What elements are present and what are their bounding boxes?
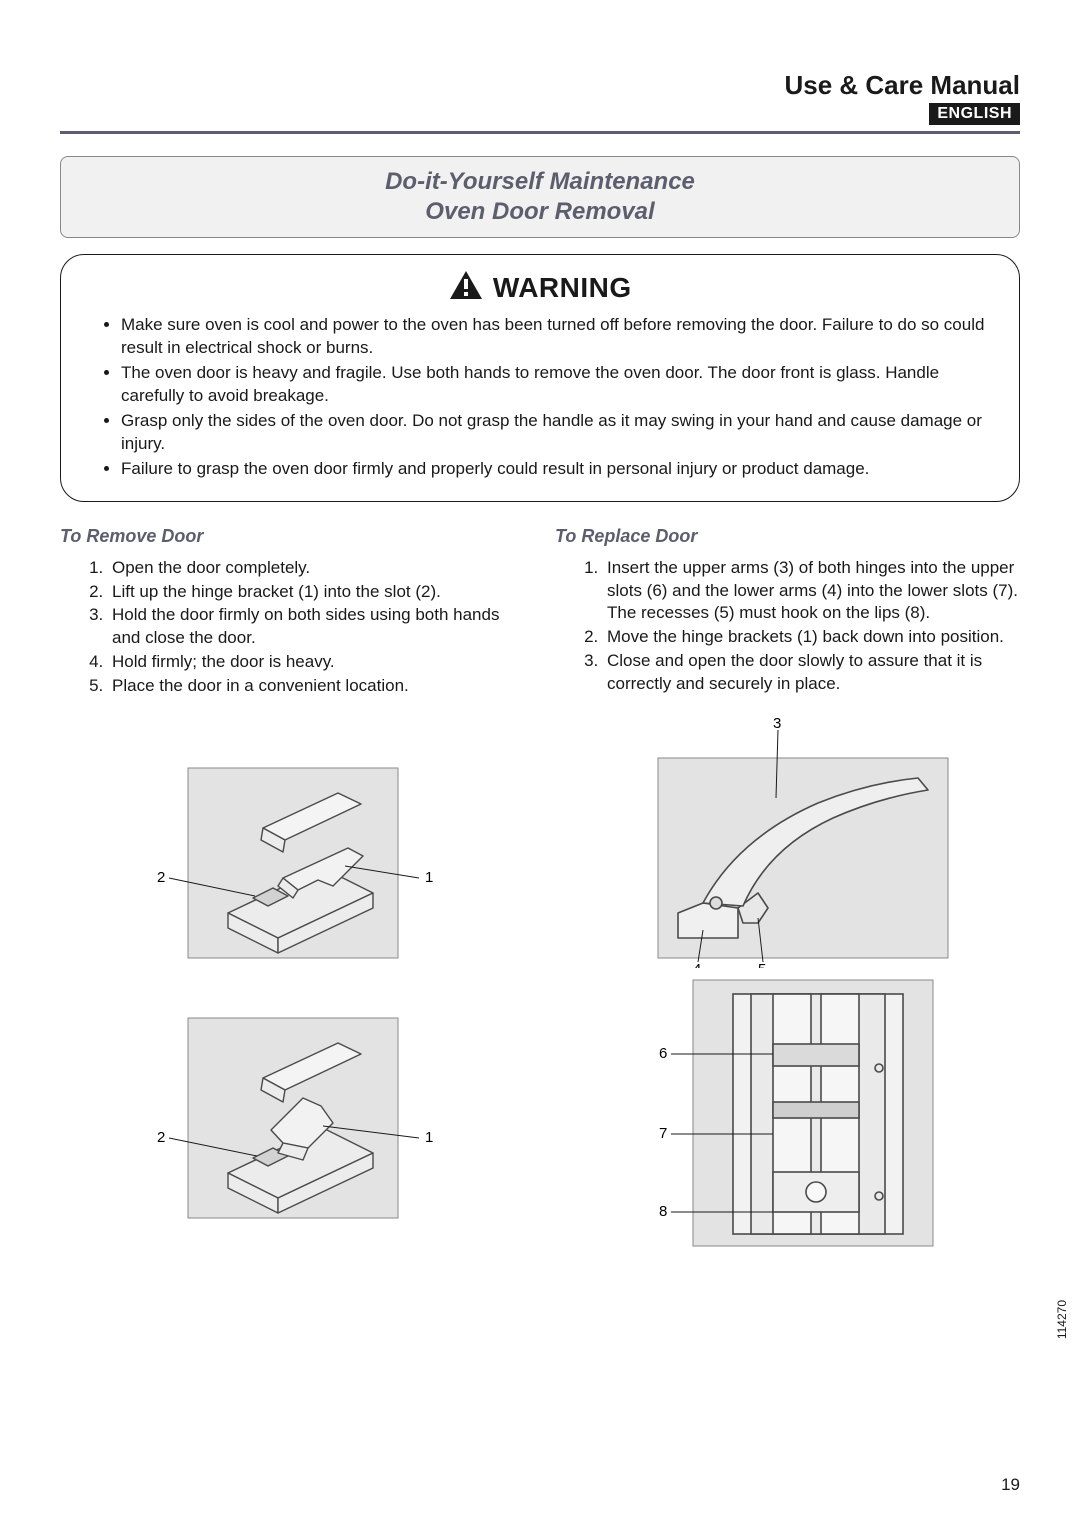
replace-step: Move the hinge brackets (1) back down in… — [603, 626, 1020, 649]
warning-bullet: Failure to grasp the oven door firmly an… — [121, 458, 997, 481]
remove-heading: To Remove Door — [60, 526, 525, 547]
remove-step: Hold firmly; the door is heavy. — [108, 651, 525, 674]
callout-4: 4 — [693, 961, 701, 968]
warning-icon — [448, 269, 484, 306]
language-badge: ENGLISH — [929, 103, 1020, 125]
warning-label: WARNING — [493, 272, 632, 304]
warning-bullet: Grasp only the sides of the oven door. D… — [121, 410, 997, 456]
section-title-line1: Do-it-Yourself Maintenance — [73, 167, 1007, 197]
remove-step: Lift up the hinge bracket (1) into the s… — [108, 581, 525, 604]
hinge-diagram-open: 2 1 — [133, 758, 453, 968]
warning-box: WARNING Make sure oven is cool and power… — [60, 254, 1020, 502]
callout-1: 1 — [425, 1129, 433, 1146]
hinge-side-diagram: 3 4 5 — [608, 718, 968, 968]
page-number: 19 — [1001, 1475, 1020, 1495]
callout-1: 1 — [425, 869, 433, 886]
section-title-line2: Oven Door Removal — [73, 197, 1007, 227]
remove-step: Hold the door firmly on both sides using… — [108, 604, 525, 650]
document-title: Use & Care Manual — [60, 70, 1020, 101]
document-number: 114270 — [1055, 1300, 1069, 1339]
remove-door-column: To Remove Door Open the door completely.… — [60, 526, 525, 1255]
callout-7: 7 — [659, 1125, 667, 1142]
replace-heading: To Replace Door — [555, 526, 1020, 547]
callout-2: 2 — [157, 869, 165, 886]
replace-step: Close and open the door slowly to assure… — [603, 650, 1020, 696]
remove-steps: Open the door completely. Lift up the hi… — [60, 557, 525, 699]
section-title-box: Do-it-Yourself Maintenance Oven Door Rem… — [60, 156, 1020, 238]
slot-front-diagram: 6 7 8 — [623, 974, 953, 1254]
hinge-diagram-lifted: 2 1 — [133, 1008, 453, 1228]
warning-bullet: The oven door is heavy and fragile. Use … — [121, 362, 997, 408]
callout-5: 5 — [758, 961, 766, 968]
callout-3: 3 — [773, 718, 781, 732]
callout-6: 6 — [659, 1045, 667, 1062]
remove-step: Place the door in a convenient location. — [108, 675, 525, 698]
warning-bullet: Make sure oven is cool and power to the … — [121, 314, 997, 360]
warning-list: Make sure oven is cool and power to the … — [83, 314, 997, 481]
header-divider — [60, 131, 1020, 134]
replace-step: Insert the upper arms (3) of both hinges… — [603, 557, 1020, 626]
remove-step: Open the door completely. — [108, 557, 525, 580]
callout-8: 8 — [659, 1203, 667, 1220]
replace-steps: Insert the upper arms (3) of both hinges… — [555, 557, 1020, 697]
replace-door-column: To Replace Door Insert the upper arms (3… — [555, 526, 1020, 1255]
callout-2: 2 — [157, 1129, 165, 1146]
